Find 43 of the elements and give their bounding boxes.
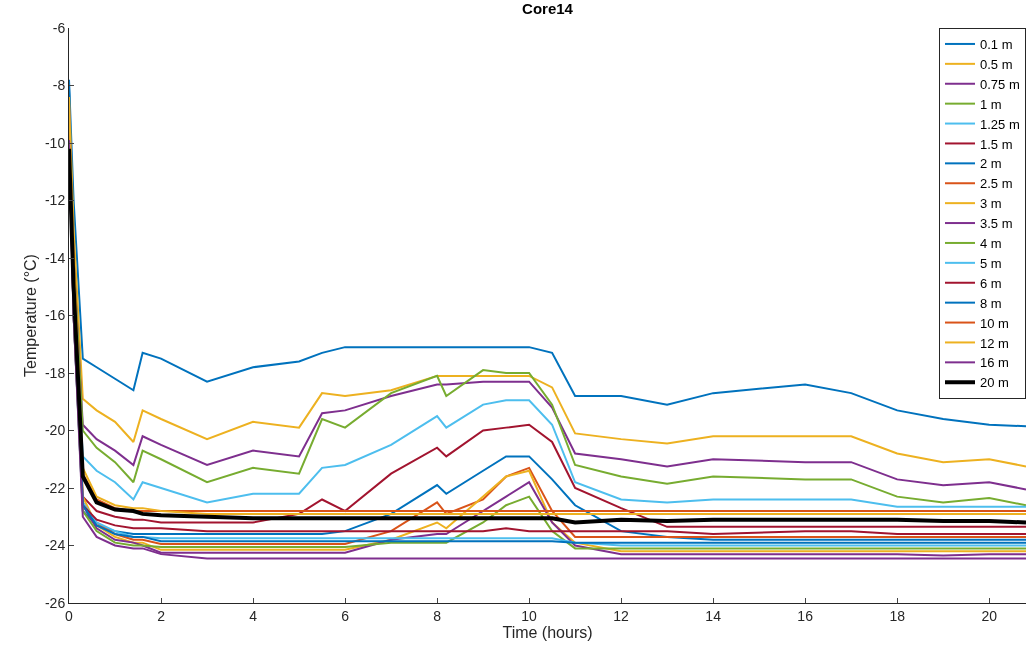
y-tick-label: -14 xyxy=(44,249,66,266)
legend-label: 3.5 m xyxy=(980,216,1013,232)
y-tick-label: -12 xyxy=(44,192,66,209)
y-tick-label: -16 xyxy=(44,307,66,324)
legend-label: 0.5 m xyxy=(980,56,1013,72)
x-tick-label: 20 xyxy=(981,607,998,624)
x-tick-label: 12 xyxy=(613,607,630,624)
legend-label: 10 m xyxy=(980,315,1009,331)
legend-label: 0.75 m xyxy=(980,76,1020,92)
x-tick-label: 14 xyxy=(705,607,722,624)
x-tick-label: 10 xyxy=(521,607,538,624)
x-tick-label: 18 xyxy=(889,607,906,624)
x-tick-label: 6 xyxy=(341,607,350,624)
legend-label: 20 m xyxy=(980,375,1009,391)
y-axis-title: Temperature (°C) xyxy=(21,254,39,377)
legend-label: 2 m xyxy=(980,156,1002,172)
y-tick-label: -24 xyxy=(44,537,66,554)
chart-title: Core14 xyxy=(522,0,574,17)
legend-label: 5 m xyxy=(980,255,1002,271)
legend-label: 0.1 m xyxy=(980,37,1013,53)
y-tick-label: -18 xyxy=(44,364,66,381)
y-tick-label: -10 xyxy=(44,134,66,151)
y-tick-label: -20 xyxy=(44,422,66,439)
legend-label: 4 m xyxy=(980,236,1002,252)
legend-label: 1 m xyxy=(980,96,1002,112)
legend-label: 6 m xyxy=(980,275,1002,291)
x-tick-label: 4 xyxy=(249,607,258,624)
y-tick-label: -22 xyxy=(44,479,66,496)
x-axis-title: Time (hours) xyxy=(502,623,593,641)
y-tick-label: -6 xyxy=(52,19,66,36)
legend-label: 16 m xyxy=(980,355,1009,371)
legend-label: 3 m xyxy=(980,196,1002,212)
y-tick-label: -26 xyxy=(44,594,66,611)
x-tick-label: 8 xyxy=(433,607,442,624)
x-tick-label: 16 xyxy=(797,607,814,624)
x-tick-label: 2 xyxy=(157,607,166,624)
legend-label: 1.25 m xyxy=(980,116,1020,132)
legend-label: 1.5 m xyxy=(980,136,1013,152)
y-tick-label: -8 xyxy=(52,77,66,94)
legend-label: 12 m xyxy=(980,335,1009,351)
legend-label: 2.5 m xyxy=(980,176,1013,192)
x-tick-label: 0 xyxy=(65,607,74,624)
legend-label: 8 m xyxy=(980,295,1002,311)
